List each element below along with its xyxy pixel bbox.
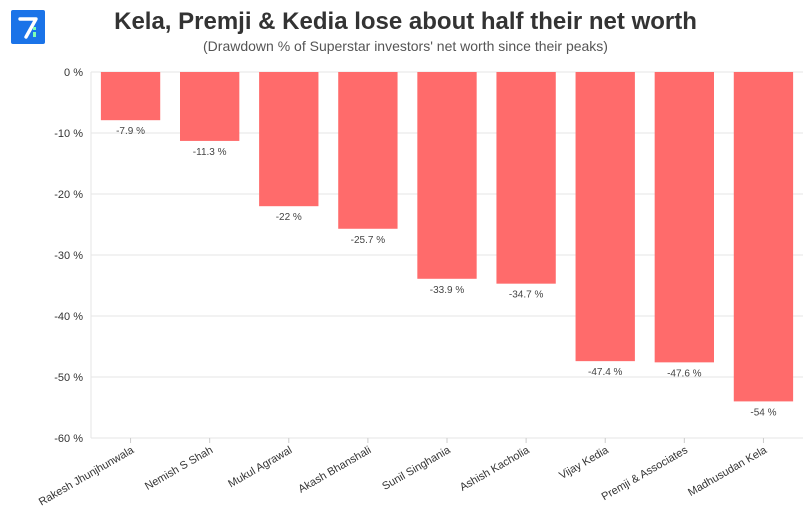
- data-label: -22 %: [276, 212, 302, 223]
- bar[interactable]: [417, 72, 477, 279]
- chart-title: Kela, Premji & Kedia lose about half the…: [114, 8, 697, 35]
- bar[interactable]: [733, 72, 794, 402]
- bar[interactable]: [338, 72, 398, 229]
- bar[interactable]: [654, 72, 714, 363]
- bar[interactable]: [496, 72, 556, 284]
- data-label: -47.4 %: [588, 367, 623, 378]
- y-tick-label: -40 %: [54, 311, 83, 323]
- x-tick-label: Premji & Associates: [600, 444, 691, 503]
- data-label: -34.7 %: [509, 290, 544, 301]
- x-tick-label: Mukul Agrawal: [226, 444, 294, 490]
- x-axis: Rakesh Jhunjhunwala Nemish S Shah Mukul Ag…: [37, 438, 770, 508]
- y-tick-label: -50 %: [54, 372, 83, 384]
- bar[interactable]: [259, 72, 319, 207]
- x-tick-label: Akash Bhanshali: [296, 444, 373, 495]
- y-axis: 0 % -10 % -20 % -30 % -40 % -50 % -60 %: [54, 67, 83, 445]
- data-label: -33.9 %: [430, 285, 465, 296]
- data-label: -11.3 %: [193, 147, 227, 158]
- y-tick-label: -20 %: [54, 189, 83, 201]
- chart-subtitle: (Drawdown % of Superstar investors' net …: [203, 38, 608, 54]
- x-tick-label: Ashish Kacholia: [458, 444, 533, 494]
- y-tick-label: -10 %: [54, 128, 83, 140]
- bar[interactable]: [180, 72, 240, 141]
- bars: [100, 72, 794, 402]
- data-label: -47.6 %: [667, 368, 702, 379]
- x-tick-label: Rakesh Jhunjhunwala: [37, 444, 137, 509]
- y-tick-label: -30 %: [54, 250, 83, 262]
- x-tick-label: Nemish S Shah: [143, 444, 215, 493]
- bar[interactable]: [100, 72, 161, 121]
- data-label: -7.9 %: [116, 126, 145, 137]
- bar[interactable]: [575, 72, 635, 362]
- data-label: -25.7 %: [351, 235, 386, 246]
- logo-icon: [11, 10, 45, 44]
- y-tick-label: -60 %: [54, 433, 83, 445]
- x-tick-label: Sunil Singhania: [380, 444, 453, 493]
- data-label: -54 %: [750, 407, 776, 418]
- x-tick-label: Vijay Kedia: [557, 444, 611, 482]
- y-tick-label: 0 %: [64, 67, 83, 79]
- data-labels: -7.9 % -11.3 % -22 % -25.7 % -33.9 % -34.7 % -…: [116, 126, 777, 418]
- x-tick-label: Madhusudan Kela: [686, 444, 770, 499]
